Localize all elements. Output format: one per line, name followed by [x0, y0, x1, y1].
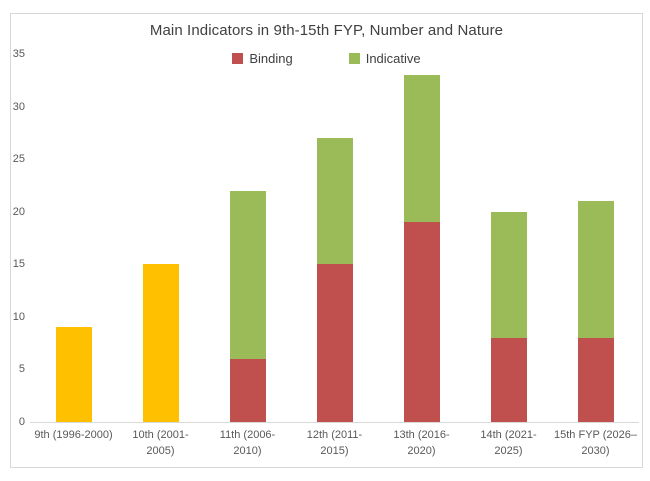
y-tick-label: 10 — [12, 310, 25, 323]
x-tick-label: 10th (2001-2005) — [132, 429, 189, 457]
stacked-bar — [403, 54, 440, 422]
bar-segment-indicative — [577, 201, 614, 338]
x-tick-label: 13th (2016-2020) — [393, 429, 450, 457]
binding-swatch-icon — [232, 53, 244, 64]
bar-column — [552, 54, 639, 422]
stacked-bar — [229, 54, 266, 422]
bar-segment-binding — [316, 264, 353, 422]
stacked-bar — [490, 54, 527, 422]
bar-column — [465, 54, 552, 422]
bar-column — [204, 54, 291, 422]
stacked-bar — [316, 54, 353, 422]
chart-frame: Main Indicators in 9th-15th FYP, Number … — [10, 13, 643, 468]
y-tick-label: 20 — [12, 205, 25, 218]
legend-item-indicative: Indicative — [348, 51, 421, 66]
x-tick-label: 11th (2006-2010) — [219, 429, 276, 457]
bar-segment-unsplit — [55, 327, 92, 422]
bars — [30, 54, 639, 422]
stacked-bar — [142, 54, 179, 422]
y-tick-label: 5 — [18, 363, 25, 376]
legend-label-indicative: Indicative — [365, 51, 421, 66]
x-tick-label: 12th (2011-2015) — [306, 429, 363, 457]
bar-column — [117, 54, 204, 422]
bar-segment-binding — [403, 222, 440, 422]
legend-label-binding: Binding — [249, 51, 293, 66]
bar-segment-binding — [490, 337, 527, 422]
legend: Binding Indicative — [11, 51, 642, 66]
bar-column — [291, 54, 378, 422]
indicative-swatch-icon — [348, 53, 360, 64]
x-axis-labels: 9th (1996-2000) 10th (2001-2005) 11th (200… — [30, 428, 639, 460]
chart-title: Main Indicators in 9th-15th FYP, Number … — [149, 22, 504, 39]
stacked-bar — [55, 54, 92, 422]
y-tick-label: 35 — [12, 48, 25, 60]
x-tick-label: 14th (2021-2025) — [480, 429, 537, 457]
y-tick-label: 15 — [12, 258, 25, 271]
x-tick-label: 15th FYP (2026–2030) — [554, 429, 637, 457]
bar-column — [378, 54, 465, 422]
y-tick-label: 25 — [12, 153, 25, 166]
y-tick-label: 0 — [18, 416, 25, 428]
x-tick-label: 9th (1996-2000) — [34, 429, 113, 441]
plot-area: 0 5 10 15 20 25 30 35 — [13, 48, 639, 428]
bar-segment-indicative — [403, 75, 440, 223]
bar-segment-indicative — [490, 211, 527, 338]
bar-segment-unsplit — [142, 264, 179, 422]
bar-segment-indicative — [316, 138, 353, 265]
stacked-bar — [577, 54, 614, 422]
legend-item-binding: Binding — [232, 51, 293, 66]
y-tick-label: 30 — [12, 100, 25, 113]
bar-segment-binding — [577, 337, 614, 422]
bar-segment-indicative — [229, 190, 266, 359]
bar-segment-binding — [229, 358, 266, 422]
bar-column — [30, 54, 117, 422]
